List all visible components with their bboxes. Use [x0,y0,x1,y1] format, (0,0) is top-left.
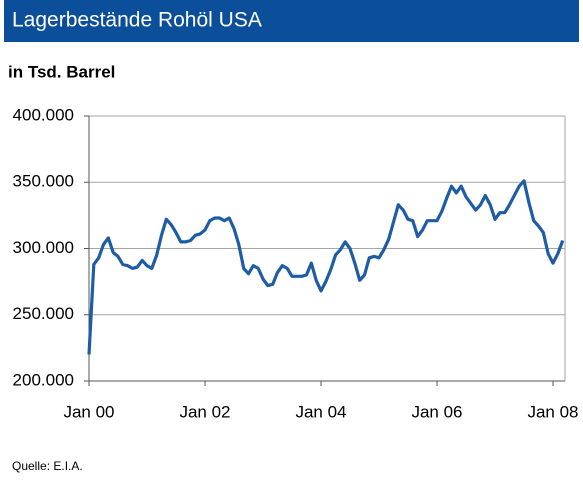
y-tick-label: 200.000 [13,370,74,389]
x-tick-label: Jan 06 [411,402,462,421]
x-tick-label: Jan 08 [527,402,578,421]
title-bar [4,0,579,42]
y-tick-label: 350.000 [13,172,74,191]
x-tick-label: Jan 04 [295,402,346,421]
y-tick-label: 300.000 [13,238,74,257]
chart-title: Lagerbestände Rohöl USA [12,9,262,32]
data-line [87,179,565,355]
x-tick-label: Jan 00 [63,402,114,421]
y-tick-label: 400.000 [13,105,74,124]
source-note: Quelle: E.I.A. [12,459,83,473]
y-tick-label: 250.000 [13,304,74,323]
chart-subtitle: in Tsd. Barrel [8,62,115,81]
x-tick-label: Jan 02 [179,402,230,421]
